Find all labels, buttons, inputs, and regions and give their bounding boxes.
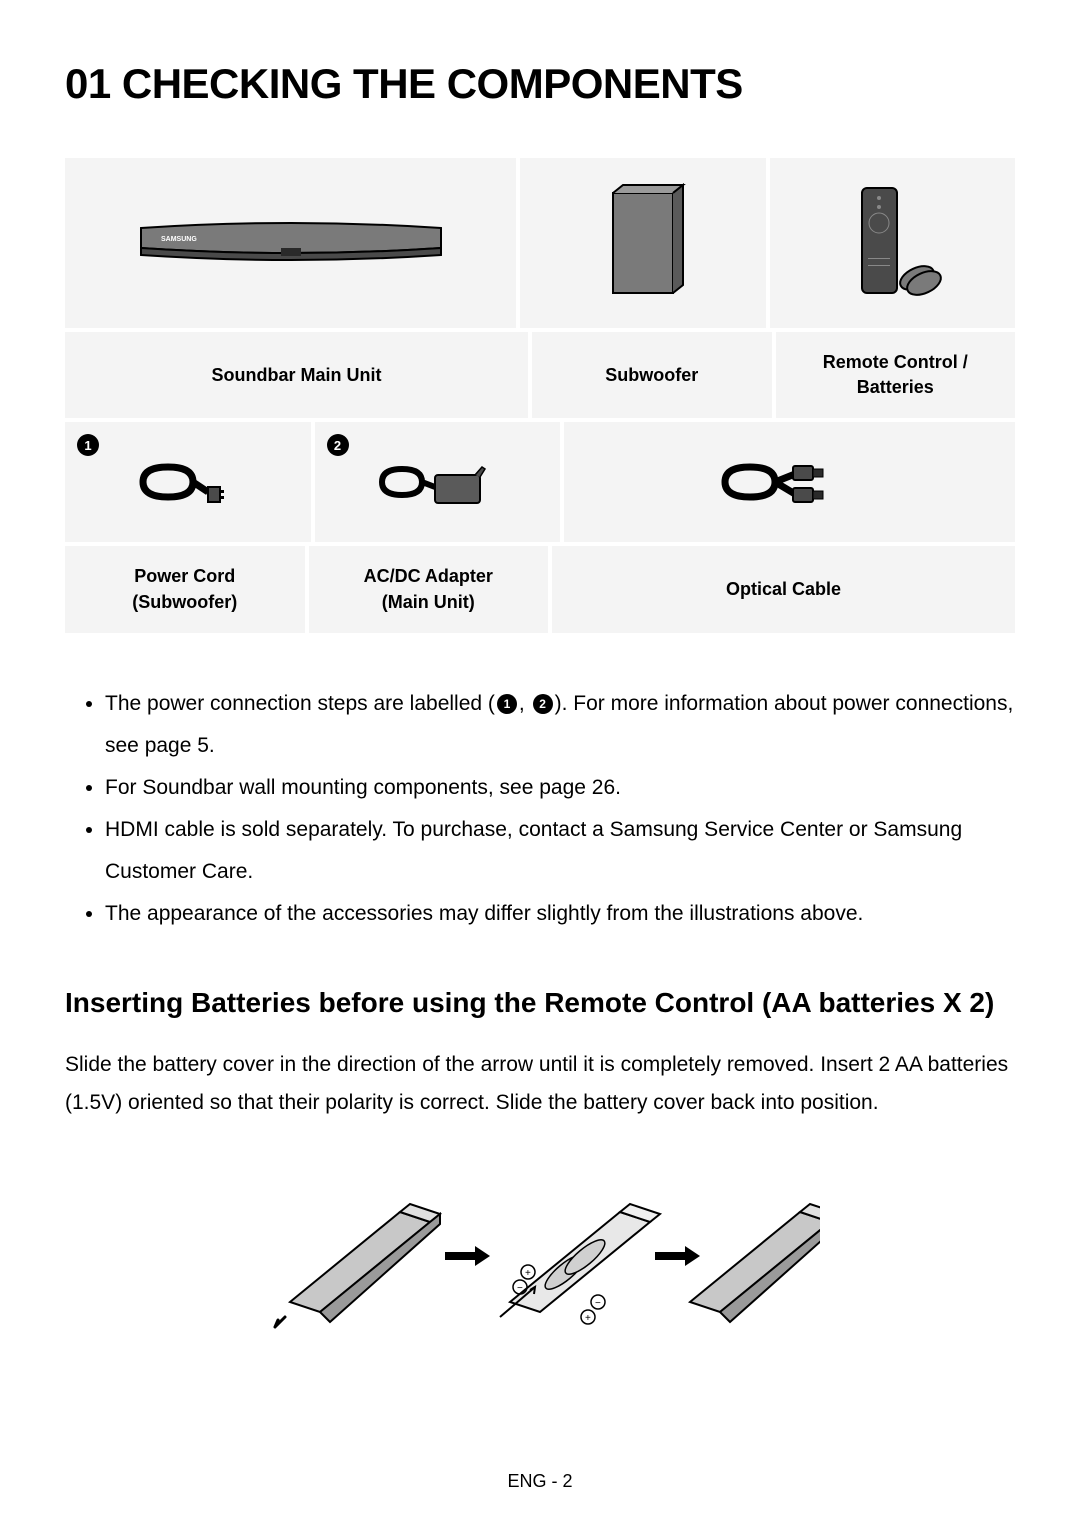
- component-powercord: 1: [65, 422, 311, 542]
- label-adapter-line2: (Main Unit): [382, 592, 475, 612]
- note-item-3: HDMI cable is sold separately. To purcha…: [105, 809, 1015, 893]
- label-adapter-line1: AC/DC Adapter: [364, 566, 493, 586]
- components-grid: SAMSUNG: [65, 158, 1015, 633]
- subwoofer-icon: [593, 183, 693, 303]
- svg-text:+: +: [525, 1268, 531, 1279]
- label-optical-line1: Optical Cable: [726, 579, 841, 599]
- label-adapter: AC/DC Adapter (Main Unit): [309, 546, 549, 632]
- svg-text:−: −: [595, 1298, 601, 1309]
- soundbar-illustration: SAMSUNG: [131, 178, 451, 308]
- powercord-icon: [123, 452, 253, 512]
- component-subwoofer: [520, 158, 766, 328]
- label-remote: Remote Control / Batteries: [776, 332, 1016, 418]
- inline-marker-2: 2: [533, 694, 553, 714]
- subsection-title: Inserting Batteries before using the Rem…: [65, 985, 1015, 1021]
- component-remote: [770, 158, 1016, 328]
- label-soundbar: Soundbar Main Unit: [65, 332, 528, 418]
- marker-2: 2: [327, 434, 349, 456]
- label-powercord-text: Power Cord (Subwoofer): [132, 554, 237, 624]
- arrow-icon: [445, 1246, 490, 1266]
- page-title: 01 CHECKING THE COMPONENTS: [65, 60, 1015, 108]
- soundbar-icon: SAMSUNG: [131, 213, 451, 273]
- component-adapter: 2: [315, 422, 561, 542]
- label-adapter-text: AC/DC Adapter (Main Unit): [364, 554, 493, 624]
- label-powercord-line1: Power Cord: [134, 566, 235, 586]
- note-1-mid: ,: [519, 692, 531, 715]
- note-item-1: The power connection steps are labelled …: [105, 683, 1015, 767]
- components-row-2: 1 2: [65, 422, 1015, 542]
- battery-diagram: + − + −: [65, 1162, 1015, 1342]
- label-soundbar-text: Soundbar Main Unit: [212, 353, 382, 398]
- component-soundbar: SAMSUNG: [65, 158, 516, 328]
- svg-text:+: +: [585, 1313, 591, 1324]
- components-row-1-labels: Soundbar Main Unit Subwoofer Remote Cont…: [65, 332, 1015, 418]
- optical-icon: [705, 452, 875, 512]
- marker-1: 1: [77, 434, 99, 456]
- note-item-4: The appearance of the accessories may di…: [105, 893, 1015, 935]
- subsection-body: Slide the battery cover in the direction…: [65, 1046, 1015, 1122]
- component-optical: [564, 422, 1015, 542]
- subwoofer-illustration: [593, 178, 693, 308]
- optical-illustration: [705, 442, 875, 522]
- label-subwoofer: Subwoofer: [532, 332, 772, 418]
- note-1-prefix: The power connection steps are labelled …: [105, 692, 495, 715]
- battery-steps-icon: + − + −: [260, 1162, 820, 1342]
- label-optical-text: Optical Cable: [726, 567, 841, 612]
- adapter-illustration: [367, 442, 507, 522]
- inline-marker-1: 1: [497, 694, 517, 714]
- svg-text:−: −: [517, 1283, 523, 1294]
- adapter-icon: [367, 447, 507, 517]
- svg-text:SAMSUNG: SAMSUNG: [161, 236, 197, 243]
- label-remote-text: Remote Control / Batteries: [784, 340, 1008, 410]
- remote-icon: [832, 183, 952, 303]
- label-subwoofer-text: Subwoofer: [605, 353, 698, 398]
- components-row-2-labels: Power Cord (Subwoofer) AC/DC Adapter (Ma…: [65, 546, 1015, 632]
- components-row-1: SAMSUNG: [65, 158, 1015, 328]
- arrow-icon: [655, 1246, 700, 1266]
- note-item-2: For Soundbar wall mounting components, s…: [105, 767, 1015, 809]
- remote-illustration: [832, 178, 952, 308]
- powercord-illustration: [123, 442, 253, 522]
- page-footer: ENG - 2: [0, 1471, 1080, 1492]
- label-optical: Optical Cable: [552, 546, 1015, 632]
- notes-list: The power connection steps are labelled …: [65, 683, 1015, 935]
- label-powercord: Power Cord (Subwoofer): [65, 546, 305, 632]
- label-powercord-line2: (Subwoofer): [132, 592, 237, 612]
